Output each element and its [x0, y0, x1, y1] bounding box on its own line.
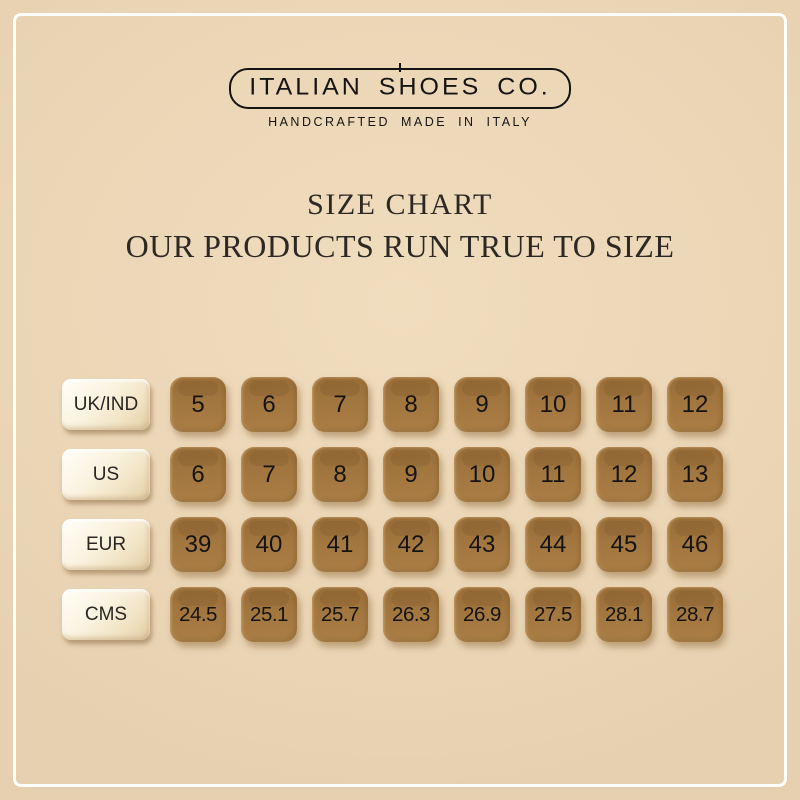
- size-value: 12: [681, 390, 709, 418]
- size-value: 26.3: [392, 602, 430, 626]
- size-tile: 26.3: [383, 587, 439, 642]
- size-tile: 43: [454, 517, 510, 572]
- size-value: 8: [404, 390, 418, 418]
- logo-top-tick: [398, 63, 401, 72]
- size-value: 40: [255, 530, 283, 558]
- size-row-cms: CMS 24.5 25.1 25.7 26.3 26.9 27.5 28.1 2…: [62, 587, 723, 642]
- size-value: 7: [333, 390, 347, 418]
- size-tile: 24.5: [170, 587, 226, 642]
- size-tile: 41: [312, 517, 368, 572]
- size-value: 46: [681, 530, 709, 558]
- size-value: 41: [326, 530, 354, 558]
- size-value: 9: [475, 390, 489, 418]
- size-tile: 12: [596, 447, 652, 502]
- size-value: 12: [610, 460, 638, 488]
- size-value: 42: [397, 530, 425, 558]
- size-tile: 12: [667, 377, 723, 432]
- size-tile: 45: [596, 517, 652, 572]
- size-value: 25.7: [321, 602, 359, 626]
- size-tile: 8: [312, 447, 368, 502]
- size-table: UK/IND 5 6 7 8 9 10 11 12 US 6 7 8 9 10 …: [62, 377, 723, 657]
- size-tile: 39: [170, 517, 226, 572]
- size-tile: 40: [241, 517, 297, 572]
- size-tile: 8: [383, 377, 439, 432]
- size-value: 5: [191, 390, 205, 418]
- size-tile: 44: [525, 517, 581, 572]
- size-tile: 27.5: [525, 587, 581, 642]
- size-value: 45: [610, 530, 638, 558]
- size-tile: 25.1: [241, 587, 297, 642]
- size-tile: 6: [170, 447, 226, 502]
- size-value: 8: [333, 460, 347, 488]
- size-tile: 7: [312, 377, 368, 432]
- size-row-us: US 6 7 8 9 10 11 12 13: [62, 447, 723, 502]
- size-value: 6: [262, 390, 276, 418]
- size-value: 26.9: [463, 602, 501, 626]
- size-value: 13: [681, 460, 709, 488]
- size-tile: 46: [667, 517, 723, 572]
- size-value: 27.5: [534, 602, 572, 626]
- size-chart-title: SIZE CHART: [307, 188, 493, 221]
- size-tile: 28.1: [596, 587, 652, 642]
- size-tile: 42: [383, 517, 439, 572]
- size-value: 28.7: [676, 602, 714, 626]
- size-chart-subtitle: OUR PRODUCTS RUN TRUE TO SIZE: [125, 228, 675, 264]
- size-tile: 11: [525, 447, 581, 502]
- size-tile: 13: [667, 447, 723, 502]
- size-value: 10: [468, 460, 496, 488]
- size-value: 39: [184, 530, 212, 558]
- size-tile: 9: [454, 377, 510, 432]
- row-label-cms: CMS: [62, 589, 150, 640]
- size-value: 11: [540, 460, 566, 488]
- row-label-uk-ind: UK/IND: [62, 379, 150, 430]
- brand-tagline: HANDCRAFTED MADE IN ITALY: [268, 115, 532, 129]
- size-tile: 5: [170, 377, 226, 432]
- brand-logo: ITALIAN SHOES CO. HANDCRAFTED MADE IN IT…: [0, 63, 800, 129]
- size-value: 9: [404, 460, 418, 488]
- size-value: 44: [539, 530, 567, 558]
- size-tile: 25.7: [312, 587, 368, 642]
- size-tile: 11: [596, 377, 652, 432]
- size-tile: 28.7: [667, 587, 723, 642]
- size-value: 10: [539, 390, 567, 418]
- size-tile: 10: [525, 377, 581, 432]
- size-tile: 10: [454, 447, 510, 502]
- size-tile: 9: [383, 447, 439, 502]
- size-row-eur: EUR 39 40 41 42 43 44 45 46: [62, 517, 723, 572]
- size-tile: 26.9: [454, 587, 510, 642]
- logo-frame: ITALIAN SHOES CO.: [229, 63, 571, 109]
- size-value: 25.1: [250, 602, 288, 626]
- size-value: 7: [262, 460, 276, 488]
- size-value: 43: [468, 530, 496, 558]
- size-row-uk-ind: UK/IND 5 6 7 8 9 10 11 12: [62, 377, 723, 432]
- size-tile: 7: [241, 447, 297, 502]
- size-value: 24.5: [179, 602, 217, 626]
- size-value: 28.1: [605, 602, 643, 626]
- size-value: 11: [611, 390, 637, 418]
- size-tile: 6: [241, 377, 297, 432]
- row-label-us: US: [62, 449, 150, 500]
- row-label-eur: EUR: [62, 519, 150, 570]
- brand-name: ITALIAN SHOES CO.: [249, 73, 551, 101]
- size-value: 6: [191, 460, 205, 488]
